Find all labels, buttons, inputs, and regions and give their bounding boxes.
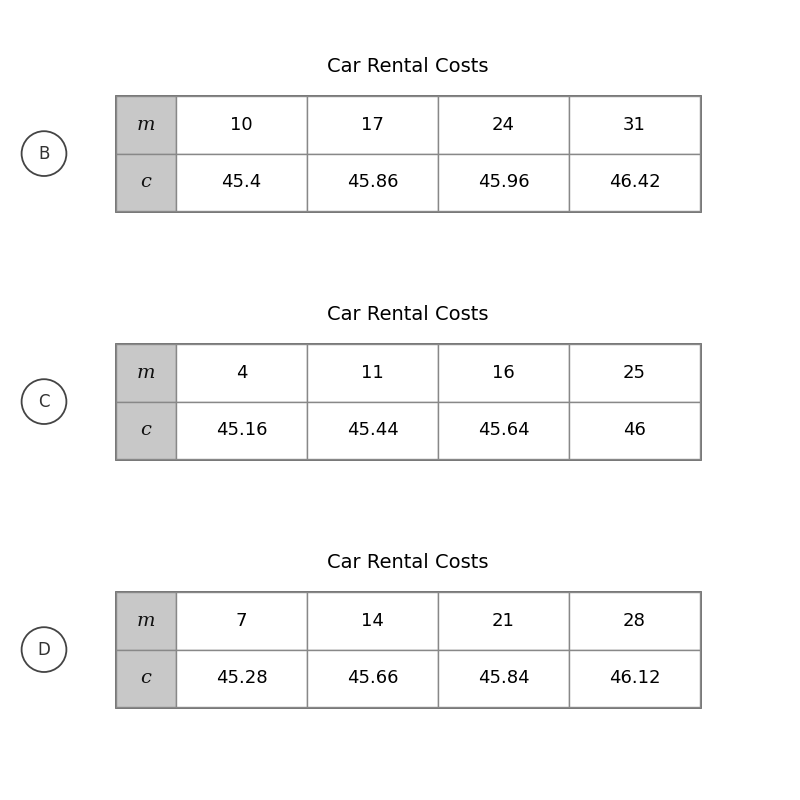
Text: C: C	[38, 393, 50, 410]
Text: 24: 24	[492, 116, 515, 134]
Bar	[116, 96, 176, 154]
Bar	[438, 96, 569, 154]
Text: 17: 17	[361, 116, 384, 134]
Text: 31: 31	[623, 116, 646, 134]
Text: 16: 16	[492, 364, 515, 382]
Text: 21: 21	[492, 612, 515, 630]
Text: 45.44: 45.44	[346, 422, 398, 439]
Bar	[176, 650, 307, 707]
Text: 45.96: 45.96	[478, 174, 530, 191]
Text: 46.12: 46.12	[609, 670, 660, 687]
Text: 14: 14	[361, 612, 384, 630]
Text: c: c	[141, 670, 151, 687]
Bar	[176, 402, 307, 459]
Text: 7: 7	[236, 612, 247, 630]
Text: 45.4: 45.4	[222, 174, 262, 191]
Text: 45.16: 45.16	[216, 422, 267, 439]
Bar	[569, 344, 700, 402]
Text: Car Rental Costs: Car Rental Costs	[327, 57, 489, 76]
Bar	[116, 402, 176, 459]
Text: 10: 10	[230, 116, 253, 134]
Bar	[307, 154, 438, 211]
Bar	[116, 344, 176, 402]
Bar	[438, 154, 569, 211]
Bar	[569, 96, 700, 154]
Bar	[116, 592, 176, 650]
Bar	[438, 592, 569, 650]
Text: 46: 46	[623, 422, 646, 439]
Text: m: m	[137, 364, 155, 382]
Bar	[176, 96, 307, 154]
Bar	[569, 592, 700, 650]
Text: 45.66: 45.66	[346, 670, 398, 687]
Bar	[307, 402, 438, 459]
Bar	[438, 344, 569, 402]
Bar	[307, 96, 438, 154]
Text: Car Rental Costs: Car Rental Costs	[327, 305, 489, 324]
Text: D: D	[38, 641, 50, 658]
Text: 4: 4	[236, 364, 247, 382]
Bar	[307, 344, 438, 402]
Text: 46.42: 46.42	[609, 174, 660, 191]
Bar	[116, 650, 176, 707]
Text: Car Rental Costs: Car Rental Costs	[327, 553, 489, 572]
Bar	[438, 402, 569, 459]
Text: 28: 28	[623, 612, 646, 630]
Text: 45.86: 45.86	[346, 174, 398, 191]
Bar	[176, 344, 307, 402]
Text: m: m	[137, 612, 155, 630]
Text: 45.64: 45.64	[478, 422, 530, 439]
Bar	[176, 592, 307, 650]
Text: 45.28: 45.28	[216, 670, 267, 687]
Bar	[569, 154, 700, 211]
Text: 11: 11	[361, 364, 384, 382]
Text: m: m	[137, 116, 155, 134]
Text: c: c	[141, 422, 151, 439]
Text: 25: 25	[623, 364, 646, 382]
Bar	[307, 592, 438, 650]
Text: c: c	[141, 174, 151, 191]
Bar	[569, 650, 700, 707]
Bar	[176, 154, 307, 211]
Text: 45.84: 45.84	[478, 670, 530, 687]
Bar	[116, 154, 176, 211]
Bar	[438, 650, 569, 707]
Bar	[307, 650, 438, 707]
Bar	[569, 402, 700, 459]
Text: B: B	[38, 145, 50, 162]
